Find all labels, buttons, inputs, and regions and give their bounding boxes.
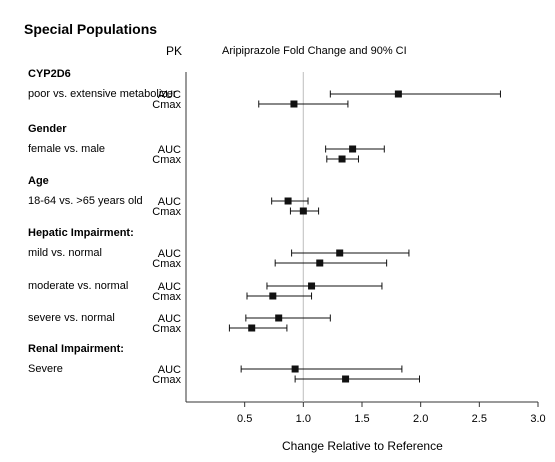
subgroup-label: mild vs. normal [28, 247, 102, 259]
point-estimate [248, 324, 256, 332]
point-estimate [338, 155, 346, 163]
group-heading: Age [28, 175, 49, 187]
x-tick-label: 1.0 [296, 413, 311, 425]
subgroup-label: poor vs. extensive metabolizer [28, 88, 177, 100]
pk-label: Cmax [152, 374, 181, 386]
x-axis-label: Change Relative to Reference [282, 439, 443, 453]
point-estimate [308, 282, 316, 290]
x-axis: 0.5 1.0 1.5 2.0 2.5 3.0 [237, 402, 546, 425]
subgroup-label: 18-64 vs. >65 years old [28, 195, 143, 207]
point-estimate [299, 207, 307, 215]
x-tick-label: 2.5 [472, 413, 487, 425]
point-estimate [291, 365, 299, 373]
chart-title: Special Populations [24, 21, 157, 37]
point-estimate [342, 375, 350, 383]
point-estimate [349, 145, 357, 153]
subgroup-label: Severe [28, 363, 63, 375]
pk-label: AUC [158, 89, 181, 101]
group-heading: CYP2D6 [28, 68, 71, 80]
pk-label: Cmax [152, 258, 181, 270]
pk-label: Cmax [152, 154, 181, 166]
x-tick-label: 1.5 [354, 413, 369, 425]
pk-label: AUC [158, 196, 181, 208]
subgroup-label: severe vs. normal [28, 312, 115, 324]
subgroup-label: female vs. male [28, 143, 105, 155]
point-estimate [269, 292, 277, 300]
pk-label: AUC [158, 248, 181, 260]
point-estimate [394, 90, 402, 98]
pk-label: AUC [158, 364, 181, 376]
estimates-and-intervals [228, 90, 501, 383]
pk-label: Cmax [152, 291, 181, 303]
subgroup-label: moderate vs. normal [28, 280, 128, 292]
pk-label: Cmax [152, 323, 181, 335]
pk-label: AUC [158, 313, 181, 325]
x-tick-label: 3.0 [530, 413, 545, 425]
plot-frame [185, 72, 538, 403]
group-heading: Hepatic Impairment: [28, 227, 134, 239]
pk-label: AUC [158, 281, 181, 293]
x-tick-label: 0.5 [237, 413, 252, 425]
group-heading: Gender [28, 123, 67, 135]
group-heading: Renal Impairment: [28, 343, 124, 355]
point-estimate [290, 100, 298, 108]
pk-label: Cmax [152, 206, 181, 218]
point-estimate [275, 314, 283, 322]
x-tick-label: 2.0 [413, 413, 428, 425]
point-estimate [316, 259, 324, 267]
pk-label: AUC [158, 144, 181, 156]
pk-column-header: PK [166, 44, 182, 58]
point-estimate [284, 197, 292, 205]
point-estimate [336, 249, 344, 257]
pk-label: Cmax [152, 99, 181, 111]
plot-title: Aripiprazole Fold Change and 90% CI [222, 45, 407, 57]
